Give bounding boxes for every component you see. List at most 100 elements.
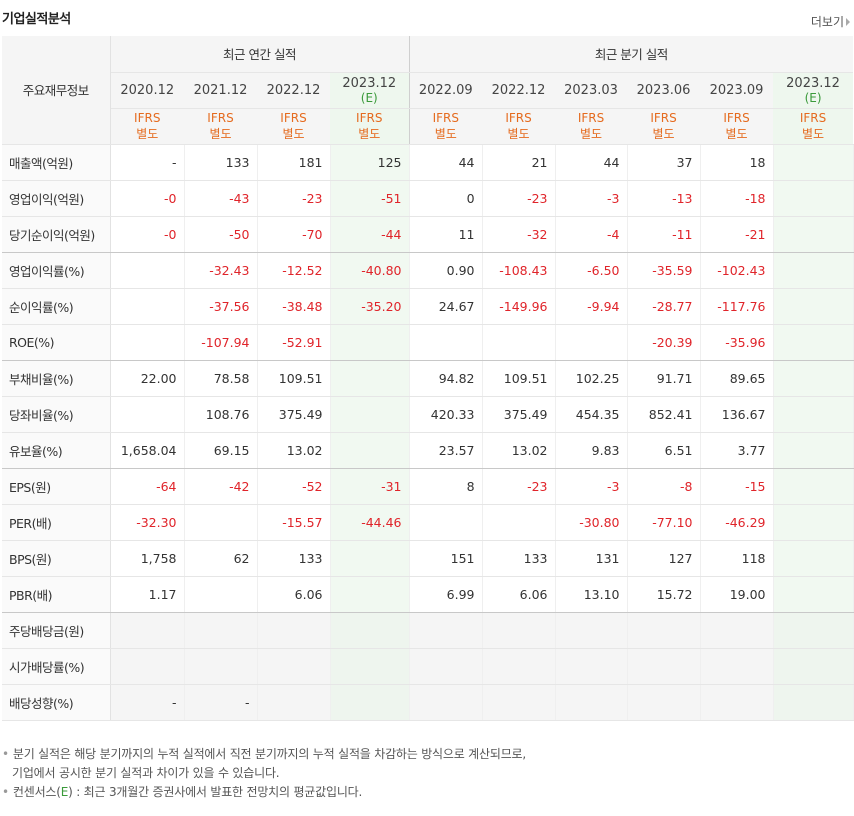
table-cell (330, 576, 410, 613)
period-date: 2023.09 (709, 82, 764, 98)
label-header: 주요재무정보 (2, 36, 111, 145)
table-cell: 102.25 (555, 360, 628, 397)
table-cell (184, 576, 258, 613)
ifrs-line1: IFRS (356, 111, 383, 125)
table-cell (184, 612, 258, 649)
table-cell: -30.80 (555, 504, 628, 541)
period-date: 2020.12 (120, 82, 175, 98)
annual-group-header: 최근 연간 실적 (110, 36, 410, 73)
table-cell: -32.30 (110, 504, 185, 541)
ifrs-line2: 별도 (801, 127, 825, 141)
table-cell: -20.39 (627, 324, 701, 361)
table-cell: 181 (257, 144, 331, 181)
table-cell: 23.57 (408, 432, 483, 469)
ifrs-line1: IFRS (577, 111, 605, 125)
table-row: 당좌비율(%) 108.76 375.49 420.33 375.49 454.35 852… (2, 396, 854, 433)
more-link[interactable]: 더보기 (811, 13, 850, 30)
table-cell: 133 (257, 540, 331, 577)
table-cell: -77.10 (627, 504, 701, 541)
table-row: 당기순이익(억원) -0 -50 -70 -44 11 -32 -4 -11 -21 (2, 216, 854, 253)
table-cell: 0 (408, 180, 483, 217)
ifrs-line1: IFRS (723, 111, 750, 125)
table-cell: -51 (330, 180, 410, 217)
table-cell: 13.10 (555, 576, 628, 613)
table-cell (408, 648, 483, 685)
ifrs-line1: IFRS (207, 111, 234, 125)
table-cell: 8 (408, 468, 483, 505)
table-cell (482, 504, 556, 541)
table-row: ROE(%) -107.94 -52.91 -20.39 -35.96 (2, 324, 854, 361)
table-cell: 1.17 (110, 576, 185, 613)
ifrs-label: IFRS 별도 (555, 108, 628, 145)
period-header: 2020.12 (110, 72, 184, 109)
row-label: BPS(원) (2, 540, 111, 577)
ifrs-line1: IFRS (280, 111, 307, 125)
table-cell: -46.29 (700, 504, 774, 541)
table-row: 주당배당금(원) (2, 612, 854, 649)
table-cell: 151 (408, 540, 483, 577)
table-cell (773, 468, 854, 505)
table-cell: 44 (408, 144, 483, 181)
table-cell: 44 (555, 144, 628, 181)
table-cell (330, 432, 410, 469)
financial-table: 주요재무정보 최근 연간 실적 최근 분기 실적 2020.12 2021.12 2… (2, 36, 854, 721)
table-cell: 1,658.04 (110, 432, 185, 469)
table-cell (482, 648, 556, 685)
table-cell: 22.00 (110, 360, 185, 397)
table-row: 매출액(억원) -133 181 125 44 21 44 37 18 (2, 144, 854, 181)
ifrs-label: IFRS 별도 (110, 108, 184, 145)
row-label: 매출액(억원) (2, 144, 111, 181)
table-cell (555, 648, 628, 685)
table-cell (773, 216, 854, 253)
ifrs-line2: 별도 (434, 127, 457, 141)
footnote-line3-e: E (60, 785, 69, 799)
table-cell: 3.77 (700, 432, 774, 469)
period-date: 2022.12 (266, 82, 321, 98)
table-cell: 131 (555, 540, 628, 577)
table-cell: 13.02 (482, 432, 556, 469)
footnote-line3-suffix: ) : 최근 3개월간 증권사에서 발표한 전망치의 평균값입니다. (68, 785, 363, 799)
footnote-line3-prefix: 컨센서스( (12, 785, 61, 799)
period-header: 2022.12 (257, 72, 330, 109)
table-cell: -11 (627, 216, 701, 253)
period-header: 2022.12 (482, 72, 556, 109)
table-cell (773, 288, 854, 325)
table-cell: 78.58 (184, 360, 258, 397)
table-cell (408, 684, 483, 721)
table-cell (110, 324, 185, 361)
table-cell: 6.06 (257, 576, 331, 613)
ifrs-label: IFRS 별도 (257, 108, 330, 145)
table-cell: -44 (330, 216, 410, 253)
table-cell (184, 504, 258, 541)
period-header: 2023.06 (627, 72, 701, 109)
ifrs-line2: 별도 (136, 127, 159, 141)
table-cell (773, 180, 854, 217)
table-cell (773, 648, 854, 685)
table-cell: -15.57 (257, 504, 331, 541)
table-cell (555, 612, 628, 649)
table-cell (408, 324, 483, 361)
table-cell: -52 (257, 468, 331, 505)
table-cell (330, 324, 410, 361)
table-cell: -44.46 (330, 504, 410, 541)
table-cell (773, 504, 854, 541)
table-cell: 6.06 (482, 576, 556, 613)
table-cell: -21 (700, 216, 774, 253)
table-cell (408, 612, 483, 649)
ifrs-line1: IFRS (134, 111, 161, 125)
table-cell: -28.77 (627, 288, 701, 325)
table-cell: -6.50 (555, 252, 628, 289)
table-cell: 37 (627, 144, 701, 181)
table-cell: 109.51 (257, 360, 331, 397)
ifrs-label: IFRS 별도 (627, 108, 701, 145)
period-header: 2022.09 (408, 72, 483, 109)
row-label: 배당성향(%) (2, 684, 111, 721)
estimate-mark: (E) (804, 90, 822, 105)
table-cell: -0 (110, 216, 185, 253)
table-cell: -43 (184, 180, 258, 217)
table-row: 영업이익률(%) -32.43 -12.52 -40.80 0.90 -108.43 -6.… (2, 252, 854, 289)
table-cell (773, 360, 854, 397)
footnote-quarterly-cont: 기업에서 공시한 분기 실적과 차이가 있을 수 있습니다. (12, 766, 280, 780)
ifrs-label: IFRS 별도 (408, 108, 483, 145)
table-cell: -31 (330, 468, 410, 505)
